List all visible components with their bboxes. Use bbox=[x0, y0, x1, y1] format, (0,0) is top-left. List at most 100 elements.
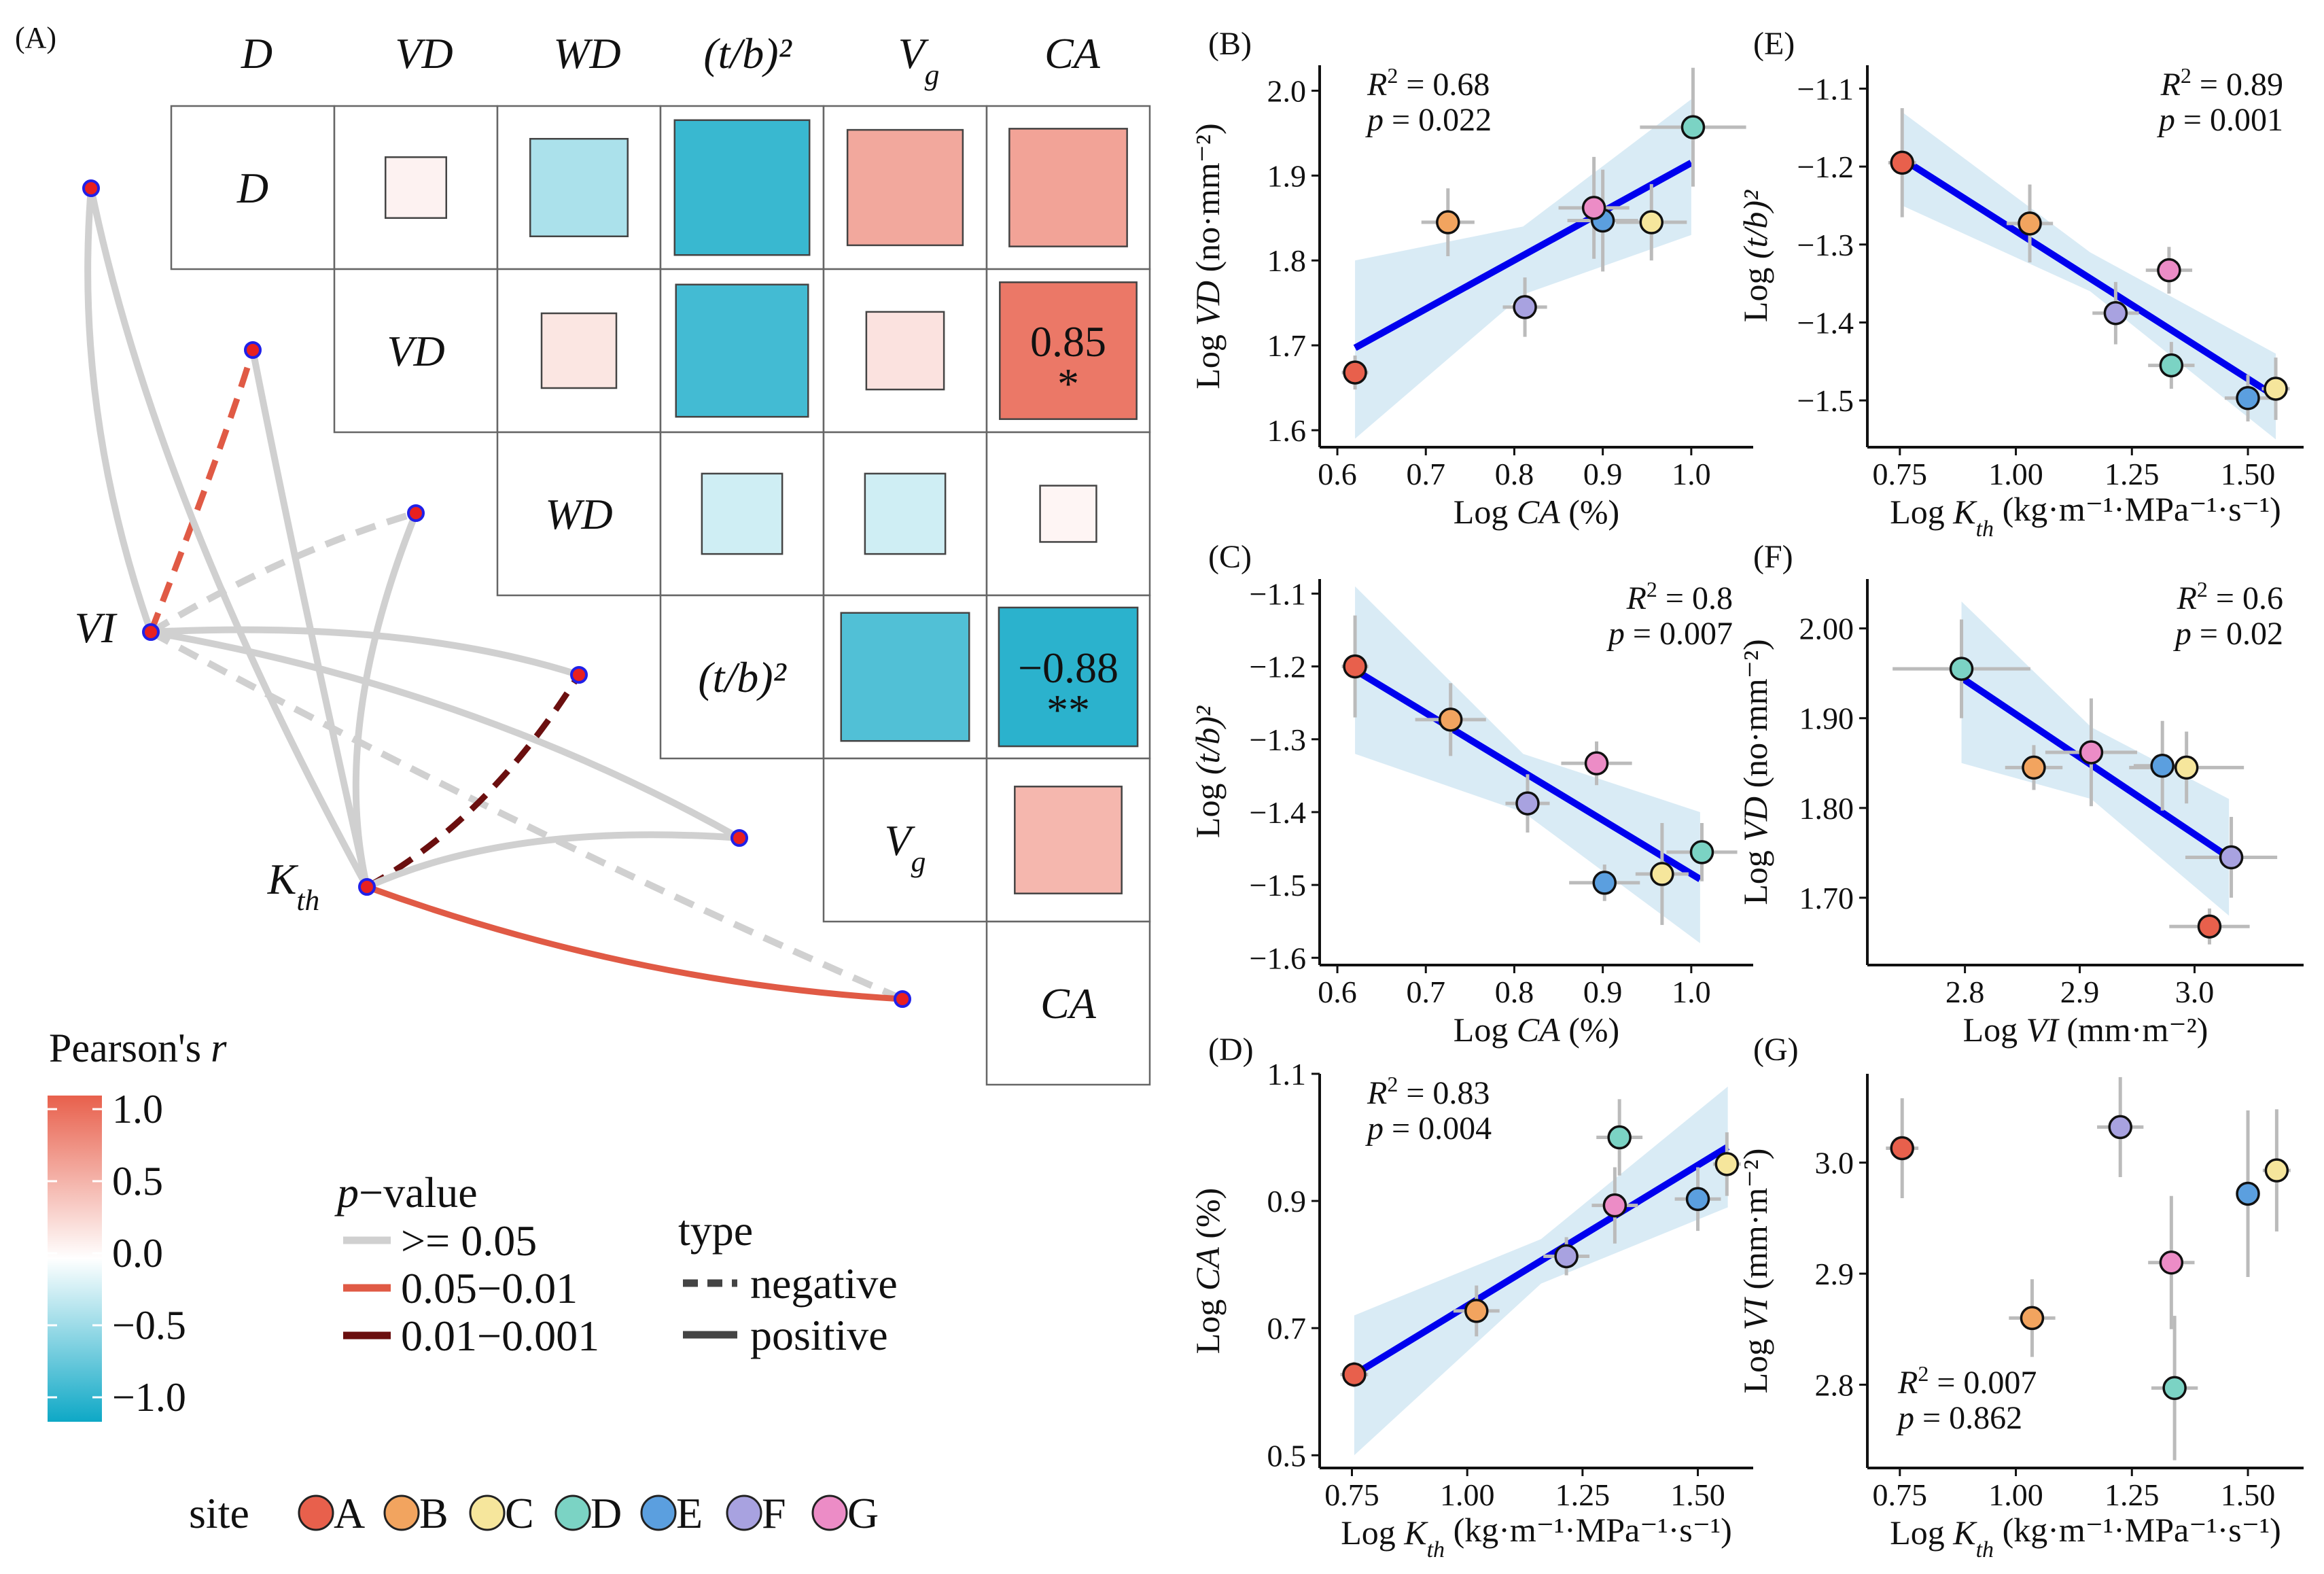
network-edge bbox=[147, 349, 256, 633]
stats-r2-value: 0.89 bbox=[2226, 67, 2283, 103]
stats-p-value: 0.02 bbox=[2226, 616, 2283, 652]
stats-part: R bbox=[2177, 580, 2197, 616]
y-tick-label: 1.80 bbox=[1799, 791, 1854, 826]
variable-name: (t/b)² bbox=[703, 29, 792, 77]
label-subscript: th bbox=[1976, 1537, 1994, 1562]
x-axis-label: Log Kth (kg·m⁻¹·MPa⁻¹·s⁻¹) bbox=[1890, 490, 2281, 542]
network-edge bbox=[249, 349, 370, 888]
x-tick-label: 0.8 bbox=[1495, 457, 1534, 491]
column-header: WD bbox=[553, 29, 621, 77]
colorbar-tick-label: −0.5 bbox=[112, 1303, 186, 1348]
data-point bbox=[1515, 791, 1540, 816]
legend-text: r bbox=[211, 1026, 227, 1070]
legend-text: p bbox=[334, 1168, 359, 1217]
correlation-square bbox=[840, 612, 970, 742]
y-tick-label: 1.9 bbox=[1267, 158, 1307, 193]
stats-r2-value: 0.8 bbox=[1692, 580, 1733, 616]
x-tick-label: 1.25 bbox=[1555, 1477, 1610, 1512]
stats-p-value: 0.001 bbox=[2210, 102, 2283, 138]
column-header: CA bbox=[1044, 29, 1101, 77]
legend-text: −value bbox=[359, 1168, 478, 1217]
matrix-cell bbox=[985, 920, 1151, 1086]
label-part: (%) bbox=[1189, 1188, 1227, 1247]
stats-part: = bbox=[2191, 616, 2226, 652]
stats-part: = bbox=[1657, 580, 1692, 616]
panel-a: (A) D VD WD (t/b)² Vg CADVDWD(t/b)²VgCA0.85*−0… bbox=[15, 21, 1151, 1537]
correlation-square bbox=[999, 281, 1138, 420]
stats-part: p bbox=[2173, 616, 2191, 652]
y-tick-label: −1.5 bbox=[1250, 868, 1306, 903]
y-tick-label: −1.2 bbox=[1797, 150, 1854, 184]
stats-part: R bbox=[1897, 1365, 1918, 1401]
colorbar bbox=[48, 1096, 102, 1422]
data-point bbox=[1607, 1125, 1632, 1150]
data-point bbox=[1554, 1244, 1579, 1269]
stats-r2: R2 = 0.007 bbox=[1897, 1361, 2037, 1401]
diagonal-label: (t/b)² bbox=[698, 653, 787, 701]
stats-p: p = 0.004 bbox=[1365, 1110, 1492, 1147]
x-tick-label: 1.50 bbox=[2221, 457, 2276, 491]
legend-pearson-title: Pearson's r bbox=[49, 1026, 227, 1070]
network-node bbox=[407, 504, 425, 522]
stats-r2: R2 = 0.89 bbox=[2160, 63, 2283, 103]
stats-part: = bbox=[1384, 102, 1418, 138]
regression-line bbox=[1353, 160, 1693, 351]
data-point bbox=[1342, 1362, 1367, 1387]
x-tick-label: 1.25 bbox=[2105, 457, 2160, 491]
data-point bbox=[1592, 871, 1617, 895]
data-point bbox=[1890, 1136, 1914, 1161]
panel-label: (A) bbox=[15, 21, 56, 54]
data-point bbox=[2020, 1306, 2045, 1331]
scatter-panel: (C) 0.6 0.7 0.8 0.9 1.0 −1.6 −1.5 −1.4 −1.3 −1.2 −1… bbox=[1189, 539, 1753, 1049]
y-tick-label: −1.1 bbox=[1797, 71, 1854, 106]
variable-subscript: g bbox=[911, 845, 926, 878]
y-tick-label: 1.90 bbox=[1799, 701, 1854, 736]
stats-p: p = 0.001 bbox=[2157, 102, 2283, 138]
correlation-value: −0.88 bbox=[1018, 644, 1119, 692]
legend-p-label: >= 0.05 bbox=[401, 1217, 537, 1265]
colorbar-tick-label: 1.0 bbox=[112, 1087, 163, 1132]
x-tick-label: 1.0 bbox=[1672, 975, 1711, 1009]
label-variable: VI bbox=[2026, 1011, 2060, 1049]
y-tick-label: 1.7 bbox=[1267, 328, 1307, 363]
legend-site-label: E bbox=[676, 1489, 703, 1537]
x-tick-label: 0.6 bbox=[1318, 457, 1357, 491]
data-point bbox=[1890, 150, 1914, 175]
variable-name: K bbox=[267, 855, 299, 903]
regression-line bbox=[1959, 675, 2231, 860]
network-node bbox=[142, 623, 160, 641]
stats-part: p bbox=[1365, 1110, 1384, 1147]
stats-p: p = 0.007 bbox=[1606, 616, 1733, 652]
variable-name: (t/b)² bbox=[698, 653, 787, 701]
stats-r2-value: 0.83 bbox=[1432, 1075, 1490, 1111]
stats-p-value: 0.004 bbox=[1418, 1110, 1492, 1147]
x-tick-label: 1.50 bbox=[2221, 1477, 2276, 1512]
stats-r2-value: 0.007 bbox=[1963, 1365, 2037, 1401]
label-part: Log bbox=[1454, 493, 1517, 531]
legend-site-marker bbox=[811, 1494, 848, 1531]
legend-p-label: 0.05−0.01 bbox=[401, 1264, 578, 1312]
panel-label: (F) bbox=[1753, 539, 1793, 575]
correlation-square bbox=[1039, 485, 1097, 543]
y-tick-label: −1.4 bbox=[1250, 795, 1306, 830]
label-part: (no·mm⁻²) bbox=[1189, 123, 1227, 281]
matrix-cell bbox=[822, 757, 988, 923]
stats-p-value: 0.007 bbox=[1659, 616, 1733, 652]
x-tick-label: 2.9 bbox=[2060, 975, 2100, 1009]
label-part: Log bbox=[1963, 1011, 2026, 1049]
stats-p: p = 0.862 bbox=[1896, 1400, 2022, 1436]
variable-name: V bbox=[898, 29, 930, 77]
y-tick-label: 1.6 bbox=[1267, 413, 1307, 448]
y-tick-label: 0.5 bbox=[1267, 1438, 1307, 1473]
panel-label: (C) bbox=[1208, 539, 1252, 575]
data-point bbox=[1436, 210, 1460, 234]
label-part: Log bbox=[1890, 493, 1953, 531]
variable-name: CA bbox=[1040, 979, 1097, 1028]
legend-site-marker bbox=[383, 1494, 420, 1531]
colorbar-tick-label: −1.0 bbox=[112, 1375, 186, 1420]
variable-subscript: th bbox=[296, 884, 319, 917]
legend-type-title: type bbox=[678, 1206, 753, 1255]
y-tick-label: 1.8 bbox=[1267, 243, 1307, 278]
stats-p: p = 0.02 bbox=[2173, 616, 2283, 652]
